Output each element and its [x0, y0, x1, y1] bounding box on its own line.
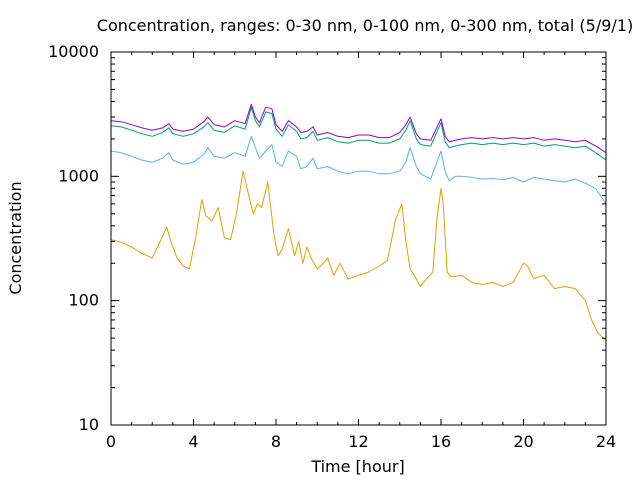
x-tick-label: 20: [513, 432, 533, 451]
y-tick-label: 100: [68, 291, 99, 310]
x-tick-label: 0: [106, 432, 116, 451]
x-tick-label: 12: [348, 432, 368, 451]
series-line-4: [110, 103, 607, 154]
chart-title: Concentration, ranges: 0-30 nm, 0-100 nm…: [97, 16, 633, 35]
series-layer: [110, 103, 607, 341]
series-line-2: [110, 135, 607, 205]
series-line-1: [110, 170, 607, 341]
y-tick-label: 10000: [48, 42, 99, 61]
y-tick-label: 10: [79, 415, 99, 434]
x-tick-label: 16: [431, 432, 451, 451]
y-axis-label: Concentration: [6, 181, 25, 294]
x-tick-label: 4: [188, 432, 198, 451]
y-tick-label: 1000: [58, 166, 99, 185]
x-tick-label: 8: [271, 432, 281, 451]
x-axis-label: Time [hour]: [310, 457, 404, 476]
ticks-layer: 0 4 8 12 16 20 24 10 100 1000 10000: [48, 42, 616, 451]
series-line-3: [110, 106, 607, 161]
plot-frame: [110, 51, 607, 426]
x-tick-label: 24: [596, 432, 616, 451]
